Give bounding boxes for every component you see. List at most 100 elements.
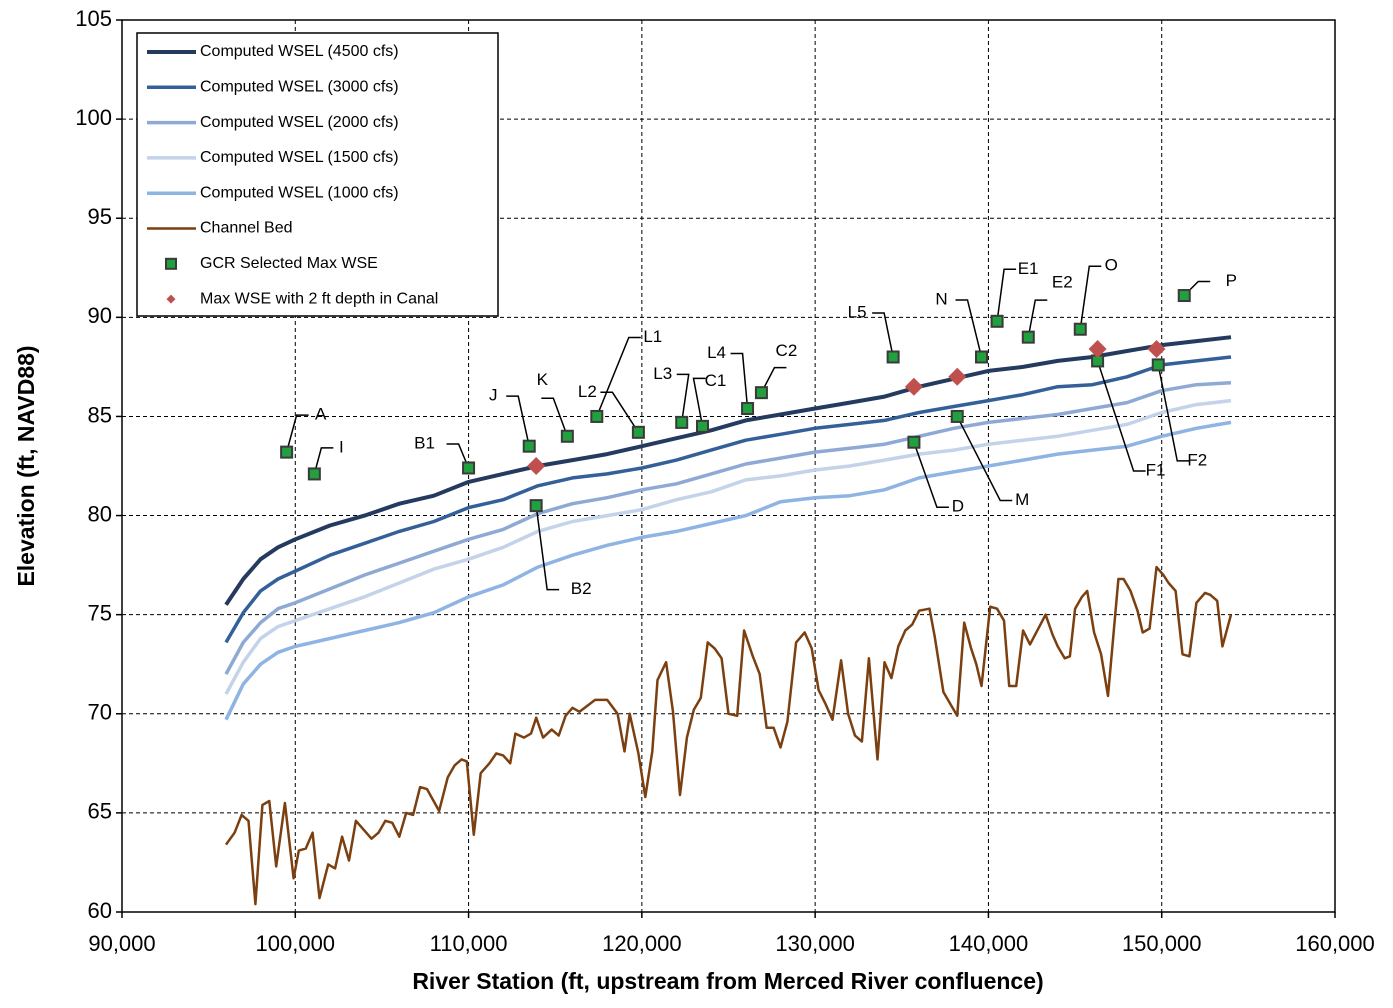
callout-line	[1096, 360, 1146, 472]
square-marker	[307, 467, 321, 481]
callout-line	[446, 443, 470, 469]
square-marker	[990, 314, 1004, 328]
square-marker	[754, 386, 768, 400]
point-label: L2	[578, 382, 597, 401]
point-label: M	[1015, 490, 1029, 509]
plot-frame	[121, 19, 1336, 913]
legend-label: Computed WSEL (4500 cfs)	[200, 43, 399, 60]
legend-label: Max WSE with 2 ft depth in Canal	[200, 290, 438, 307]
point-label: A	[315, 405, 327, 424]
point-label: B2	[571, 579, 592, 598]
y-tick-label: 65	[88, 799, 112, 824]
callout-line	[913, 441, 949, 508]
series-line	[224, 565, 1233, 906]
diamond-marker	[1088, 340, 1107, 359]
point-label: L4	[707, 343, 726, 362]
square-marker	[560, 429, 574, 443]
diamond-marker	[527, 457, 546, 475]
point-label: N	[935, 289, 947, 308]
callout-line	[760, 366, 787, 394]
y-tick-label: 80	[88, 501, 112, 526]
x-axis-title: River Station (ft, upstream from Merced …	[412, 968, 1043, 994]
point-label: I	[339, 437, 344, 456]
legend-label: Computed WSEL (2000 cfs)	[200, 114, 399, 131]
point-label: B1	[414, 433, 435, 452]
square-marker	[529, 499, 543, 513]
series-line	[224, 335, 1232, 606]
point-label: C2	[776, 341, 798, 360]
x-tick-label: 120,000	[602, 931, 682, 956]
point-label: F1	[1146, 460, 1166, 479]
x-tick-label: 100,000	[256, 931, 336, 956]
series-line	[224, 355, 1232, 644]
point-label: L5	[848, 302, 867, 321]
x-tick-label: 140,000	[949, 931, 1029, 956]
x-tick-label: 130,000	[775, 931, 855, 956]
square-marker	[974, 350, 988, 364]
legend-swatch	[165, 257, 177, 270]
point-label: D	[952, 497, 964, 516]
square-marker	[907, 435, 921, 449]
point-label: F2	[1187, 450, 1207, 469]
callout-line	[285, 414, 309, 453]
square-marker	[741, 402, 755, 416]
square-marker	[631, 425, 645, 439]
square-marker	[1177, 289, 1191, 303]
y-tick-label: 75	[88, 600, 112, 625]
callout-line	[535, 505, 560, 591]
y-tick-label: 85	[88, 402, 112, 427]
callout-line	[730, 352, 749, 409]
square-marker	[522, 439, 536, 453]
square-marker	[950, 409, 964, 423]
legend-label: GCR Selected Max WSE	[200, 255, 378, 272]
callout-line	[313, 447, 334, 475]
legend-label: Computed WSEL (1000 cfs)	[200, 184, 399, 201]
x-tick-label: 90,000	[88, 931, 155, 956]
callout-line	[996, 268, 1017, 322]
x-tick-label: 110,000	[430, 931, 508, 956]
x-tick-label: 160,000	[1295, 931, 1375, 956]
callout-line	[1157, 364, 1190, 462]
y-tick-label: 100	[75, 105, 112, 130]
square-marker	[886, 350, 900, 364]
callout-line	[692, 377, 706, 427]
square-marker	[590, 409, 604, 423]
callout-line	[596, 336, 641, 417]
callout-line	[955, 299, 983, 358]
point-label: L3	[653, 364, 672, 383]
square-marker	[1021, 330, 1035, 344]
y-axis-title: Elevation (ft, NAVD88)	[13, 345, 39, 586]
series-line	[224, 420, 1232, 721]
callout-line	[600, 391, 640, 433]
diamond-marker	[948, 367, 967, 386]
y-tick-label: 105	[75, 6, 112, 31]
callout-line	[872, 312, 894, 358]
square-marker	[1073, 322, 1087, 336]
square-marker	[280, 445, 294, 459]
square-marker	[675, 415, 689, 429]
point-label: K	[537, 370, 549, 389]
y-tick-label: 90	[88, 303, 112, 328]
callout-line	[676, 373, 690, 423]
square-marker	[462, 461, 476, 475]
callout-line	[506, 395, 530, 447]
point-label: E1	[1018, 259, 1039, 278]
legend-label: Computed WSEL (3000 cfs)	[200, 79, 399, 96]
square-marker	[1151, 358, 1165, 372]
series-line	[224, 398, 1232, 695]
x-tick-label: 150,000	[1122, 931, 1202, 956]
point-label: L1	[643, 327, 662, 346]
point-label: C1	[705, 371, 727, 390]
callout-line	[1027, 299, 1048, 338]
legend-label: Channel Bed	[200, 220, 293, 237]
diamond-marker	[1147, 340, 1166, 359]
point-label: P	[1226, 271, 1237, 290]
callout-line	[1079, 265, 1102, 330]
series-line	[224, 380, 1232, 675]
legend-box	[136, 32, 499, 317]
y-tick-label: 60	[88, 898, 112, 923]
callout-line	[956, 416, 1013, 502]
square-marker	[696, 419, 710, 433]
legend-label: Computed WSEL (1500 cfs)	[200, 149, 399, 166]
